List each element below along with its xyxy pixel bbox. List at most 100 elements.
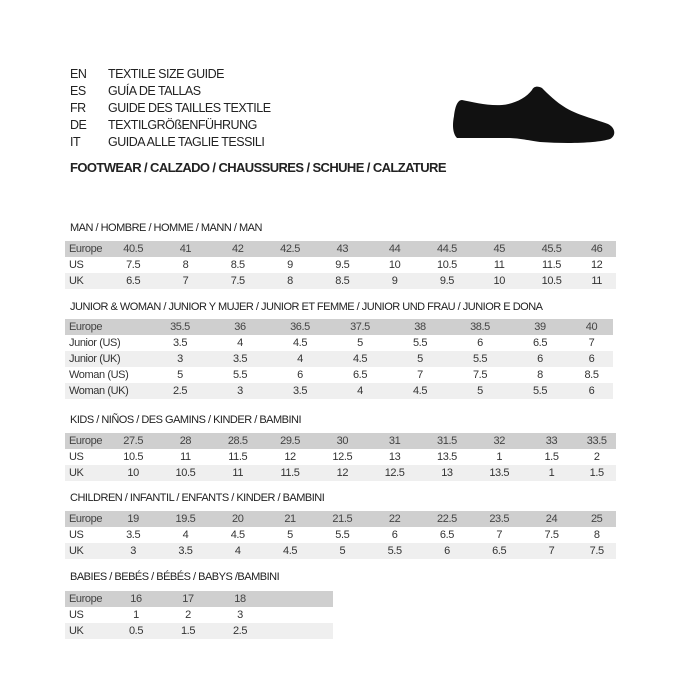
size-cell: 2.5 [214, 623, 266, 639]
size-cell: 41 [159, 241, 212, 257]
row-label: Europe [65, 433, 107, 449]
language-code: EN [70, 67, 87, 81]
size-cell: 6 [477, 337, 483, 349]
size-cell: 7.5 [211, 273, 264, 289]
size-cell: 43 [316, 241, 369, 257]
size-cell: 7 [525, 543, 578, 559]
language-row-de: DE TEXTILGRÖßENFÜHRUNG [70, 117, 257, 134]
language-title: TEXTILGRÖßENFÜHRUNG [108, 118, 257, 132]
language-row-es: ES GUÍA DE TALLAS [70, 83, 201, 100]
footwear-title: FOOTWEAR / CALZADO / CHAUSSURES / SCHUHE… [70, 160, 446, 175]
language-code: FR [70, 101, 86, 115]
size-cell: 5 [390, 351, 450, 367]
size-cell: 18 [214, 591, 266, 607]
size-cell: 11.5 [263, 465, 317, 481]
empty-cell [266, 623, 333, 639]
size-cell: 7.5 [577, 543, 616, 559]
language-title: TEXTILE SIZE GUIDE [108, 67, 225, 81]
size-cell: 7.5 [544, 529, 559, 541]
size-cell: 39 [510, 319, 570, 335]
size-cell: 36 [210, 319, 270, 335]
language-row-en: EN TEXTILE SIZE GUIDE [70, 66, 225, 83]
size-cell: 9 [287, 259, 293, 271]
size-cell: 11 [211, 465, 264, 481]
size-cell: 13.5 [437, 451, 457, 463]
language-title: GUÍA DE TALLAS [108, 84, 201, 98]
size-cell: 7 [417, 369, 423, 381]
size-cell: 3.5 [126, 529, 141, 541]
section-title-children: CHILDREN / INFANTIL / ENFANTS / KINDER /… [70, 492, 325, 504]
row-label: US [69, 451, 84, 463]
row-label: Junior (UK) [65, 351, 150, 367]
size-cell: 13 [420, 465, 474, 481]
size-cell: 2.5 [150, 383, 210, 399]
size-cell: 22 [368, 511, 421, 527]
row-label: Woman (US) [69, 369, 129, 381]
size-cell: 8.5 [584, 369, 599, 381]
size-cell: 1.5 [162, 623, 214, 639]
size-cell: 44.5 [420, 241, 474, 257]
size-cell: 5.5 [450, 351, 510, 367]
row-label: UK [65, 543, 107, 559]
row-label: UK [65, 273, 107, 289]
size-cell: 44 [368, 241, 421, 257]
size-cell: 5 [357, 337, 363, 349]
size-cell: 8.5 [230, 259, 245, 271]
size-cell: 8 [537, 369, 543, 381]
size-cell: 7.5 [472, 369, 488, 381]
size-cell: 3 [210, 383, 270, 399]
size-cell: 10.5 [437, 259, 457, 271]
size-cell: 3.5 [210, 351, 270, 367]
size-cell: 6 [297, 369, 303, 381]
size-cell: 36.5 [270, 319, 330, 335]
size-cell: 3.5 [270, 383, 330, 399]
size-cell: 3 [107, 543, 160, 559]
size-cell: 12 [284, 451, 296, 463]
size-cell: 4 [182, 529, 189, 541]
size-cell: 27.5 [107, 433, 160, 449]
size-cell: 45 [473, 241, 526, 257]
row-label: UK [65, 465, 107, 481]
row-label: Europe [65, 319, 150, 335]
size-cell: 28.5 [211, 433, 264, 449]
size-cell: 6.5 [532, 337, 548, 349]
size-cell: 4.5 [330, 351, 390, 367]
size-cell: 37.5 [330, 319, 390, 335]
size-cell: 1 [496, 451, 503, 463]
size-cell: 4 [211, 543, 264, 559]
size-cell: 6 [570, 383, 613, 399]
size-cell: 6 [420, 543, 474, 559]
size-cell: 19 [107, 511, 160, 527]
language-title: GUIDE DES TAILLES TEXTILE [108, 101, 271, 115]
size-cell: 3.5 [172, 337, 188, 349]
size-cell: 10 [388, 259, 401, 271]
size-cell: 12 [590, 259, 603, 271]
size-cell: 4 [237, 337, 243, 349]
size-cell: 10 [107, 465, 160, 481]
row-label: US [69, 259, 84, 271]
size-cell: 35.5 [150, 319, 210, 335]
size-cell: 1.5 [577, 465, 616, 481]
size-cell: 13 [388, 451, 401, 463]
size-cell: 22.5 [420, 511, 474, 527]
size-cell: 4 [330, 383, 390, 399]
size-cell: 10.5 [159, 465, 212, 481]
size-cell: 3 [237, 609, 243, 621]
size-cell: 11.5 [542, 259, 562, 271]
size-cell: 5.5 [510, 383, 570, 399]
size-cell: 4 [270, 351, 330, 367]
size-cell: 1 [525, 465, 578, 481]
size-cell: 6.5 [107, 273, 160, 289]
size-cell: 20 [211, 511, 264, 527]
size-cell: 11.5 [228, 451, 248, 463]
language-code: ES [70, 84, 86, 98]
size-cell: 23.5 [473, 511, 526, 527]
size-cell: 9 [368, 273, 421, 289]
size-cell: 5 [450, 383, 510, 399]
size-cell: 25 [577, 511, 616, 527]
size-cell: 0.5 [110, 623, 162, 639]
size-table-children: Europe 19 19.5 20 21 21.5 22 22.5 23.5 24 25 US 3.5 4… [65, 511, 616, 559]
size-cell: 6 [510, 351, 570, 367]
size-cell: 2 [185, 609, 191, 621]
size-cell: 45.5 [525, 241, 578, 257]
